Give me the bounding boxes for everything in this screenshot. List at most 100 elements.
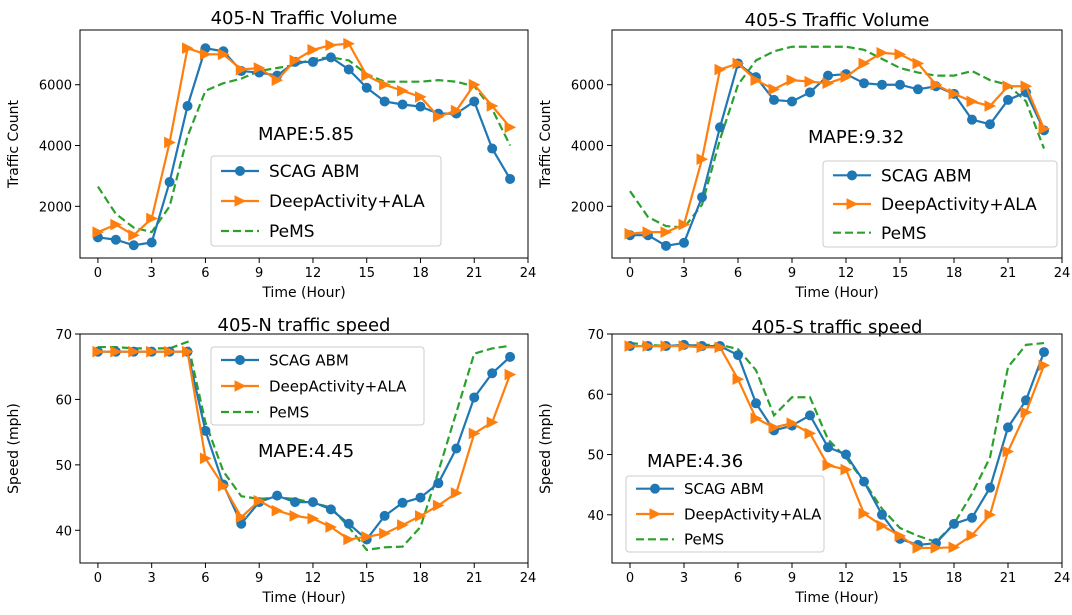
data-point [733,350,743,361]
data-point [822,77,835,90]
x-tick-label: 9 [788,266,796,281]
data-point [504,121,517,134]
x-tick-label: 12 [305,266,322,281]
data-point [696,153,709,166]
y-tick-label: 4000 [39,140,72,155]
x-tick-label: 21 [466,571,483,586]
data-point [895,79,905,90]
data-point [432,499,445,512]
data-point [379,527,391,540]
legend: SCAG ABM DeepActivity+ALA PeMS [822,160,1058,248]
data-point [469,96,480,107]
x-axis-label: Time (Hour) [261,285,345,301]
data-point [397,497,408,508]
x-tick-label: 21 [1000,266,1017,281]
data-point [912,542,925,554]
legend-label: SCAG ABM [881,166,972,186]
series-deepactivity-ala [624,340,1051,554]
data-point [486,100,499,112]
data-point [505,351,516,362]
chart-2: 405-S Traffic Volume 0 3 6 9 12 15 18 21 24 2000 40… [538,10,1070,301]
data-point [1039,347,1049,358]
legend-label: PeMS [269,222,315,242]
series-deepactivity-ala [92,37,517,242]
data-point [397,84,409,97]
chart-4: 405-S traffic speed 0 3 6 9 12 15 18 21 24 40 50 60 7… [538,317,1070,606]
data-point [1038,122,1051,135]
data-point [379,78,391,91]
y-tick-label: 40 [587,509,604,524]
x-tick-label: 18 [412,266,429,281]
data-point [486,416,499,429]
data-point [487,143,498,154]
data-point [859,78,869,89]
data-point [235,63,248,76]
y-tick-label: 6000 [571,79,604,94]
data-point [894,48,907,61]
data-point [967,512,977,523]
x-tick-label: 9 [255,266,263,281]
data-point [379,510,390,521]
data-point [732,57,745,70]
data-point [361,531,373,543]
x-tick-label: 24 [520,571,537,586]
data-point [768,421,781,434]
series-line [629,341,1045,544]
x-tick-label: 9 [788,571,796,586]
data-point [307,512,320,525]
y-tick-label: 4000 [571,140,604,155]
data-point [253,62,266,74]
data-point [468,427,481,440]
data-point [343,518,354,529]
data-point [469,392,480,403]
legend-marker [235,166,245,176]
data-point [660,340,673,352]
plot-frame [611,333,1063,564]
data-point [217,48,230,61]
data-point [253,495,266,507]
series-pems [97,340,511,552]
mape-annotation: MAPE:5.85 [258,124,354,145]
data-point [894,530,907,542]
data-point [164,177,175,187]
data-point [876,519,889,532]
data-point [913,84,923,95]
y-tick-label: 60 [55,393,72,408]
y-tick-label: 2000 [571,200,604,215]
legend-marker [846,198,859,210]
data-point [92,226,105,238]
data-point [468,78,481,91]
mape-annotation: MAPE:4.36 [647,451,743,472]
data-point [715,122,725,133]
data-point [415,492,426,503]
x-tick-label: 24 [520,266,537,281]
data-point [840,463,853,476]
data-point [307,56,318,67]
chart-1: 405-N Traffic Volume 0 3 6 9 12 15 18 21 24 2000 40… [6,8,536,301]
data-point [661,240,671,251]
data-point [504,368,517,381]
legend-label: DeepActivity+ALA [881,195,1037,215]
data-point [451,443,462,454]
data-point [1002,80,1015,93]
data-point [343,533,355,546]
data-point [146,237,157,248]
x-axis-label: Time (Hour) [261,590,345,606]
data-point [804,427,817,440]
data-point [985,119,995,130]
x-tick-label: 18 [946,571,963,586]
data-point [290,497,301,508]
data-point [805,87,815,98]
data-point [858,507,871,520]
data-point [92,345,105,358]
y-tick-label: 50 [587,449,604,464]
x-tick-label: 6 [734,571,742,586]
x-tick-label: 18 [946,266,963,281]
data-point [805,410,815,421]
y-axis-label: Traffic Count [6,99,22,189]
data-point [110,234,121,245]
data-point [487,368,498,379]
legend-marker [235,355,245,365]
data-point [642,226,655,238]
data-point [450,487,463,499]
